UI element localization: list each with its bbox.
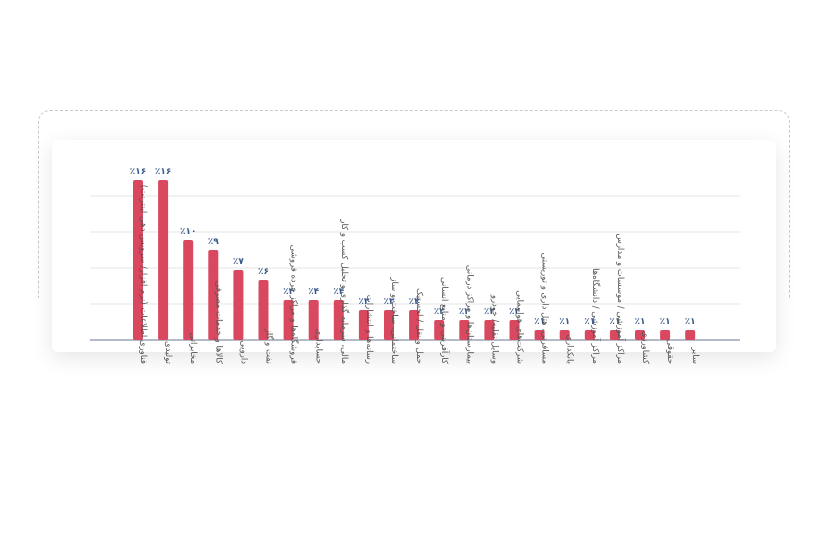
bar: [133, 180, 143, 340]
data-label: ٪۱۰: [180, 227, 196, 237]
data-label: ٪۱: [584, 317, 595, 327]
category-label: حقوقی: [665, 339, 675, 364]
category-label: کشاورزی: [640, 331, 650, 365]
category-label: مسافرتی، هتل داری و توریستی: [540, 253, 550, 364]
category-label: مراکز آموزشی / دانشگاه‌ها: [590, 268, 602, 364]
bar: [609, 330, 620, 340]
data-label: ٪۱: [685, 317, 696, 327]
data-label: ٪۱: [609, 317, 620, 327]
category-label: تولیدی: [163, 341, 173, 365]
bar: [559, 330, 570, 340]
bars: [133, 180, 696, 340]
data-label: ٪۳: [358, 297, 369, 307]
category-label: کارآفرینی و منابع انسانی: [439, 277, 451, 365]
category-label: دارویی: [238, 340, 248, 364]
bar: [434, 320, 445, 340]
bar: [509, 320, 520, 340]
category-label: حسابداری: [314, 329, 324, 364]
data-label: ٪۴: [333, 287, 344, 297]
bar: [358, 310, 369, 340]
data-label: ٪۲: [484, 307, 495, 317]
bar: [685, 330, 696, 340]
category-label: بانکداری: [565, 334, 575, 364]
category-label: بیمارستان‌ها و مراکز درمانی: [464, 265, 474, 364]
category-labels: فناوری اطلاعات (نرم افزار/ سرویس دهی این…: [138, 185, 700, 365]
bar: [283, 300, 294, 340]
data-label: ٪۱: [660, 317, 671, 327]
category-label: فناوری اطلاعات (نرم افزار/ سرویس دهی این…: [138, 185, 148, 364]
category-label: وسایل نقلیه/ خودرو: [489, 294, 499, 364]
data-label: ٪۷: [233, 257, 244, 267]
bar: [384, 310, 394, 340]
bar: [258, 280, 269, 340]
bar: [158, 180, 169, 340]
category-label: مراکز آموزشی / موسسات و مدارس: [615, 233, 627, 364]
data-label: ٪۱: [534, 317, 545, 327]
bar: [409, 310, 420, 340]
data-labels: ٪۱۶ ٪۱۶ ٪۱۰ ٪۹ ٪۷ ٪۶ ٪۴ ٪۴ ٪۴ ٪۳ ٪۳ ٪۳ ٪۲ ٪۲ ٪۲ ٪۲ ٪۱ ٪۱ ٪…: [130, 167, 696, 327]
category-label: مالی، سرمایه گذاری و تحلیل کسب و کار: [339, 218, 350, 364]
data-label: ٪۱: [635, 317, 646, 327]
data-label: ٪۹: [208, 237, 219, 247]
bar: [333, 300, 344, 340]
category-label: ساختمانی، ساخت و ساز: [389, 276, 399, 364]
bar: [584, 330, 595, 340]
bar: [534, 330, 545, 340]
category-label: فروشگاه‌ها و مراکز خرده فروشی: [289, 245, 300, 364]
data-label: ٪۶: [258, 267, 269, 277]
bar: [208, 250, 219, 340]
data-label: ٪۳: [384, 297, 395, 307]
bar: [308, 300, 319, 340]
data-label: ٪۱۶: [130, 167, 146, 177]
bar: [484, 320, 495, 340]
data-label: ٪۳: [409, 297, 420, 307]
category-label: کالاها و خدمات مصرفی: [213, 281, 223, 365]
data-label: ٪۲: [509, 307, 520, 317]
bar: [459, 320, 470, 340]
category-label: رسانه‌ها و انتشارات: [364, 295, 374, 364]
category-label: حمل و نقل / لجستیک: [414, 288, 424, 364]
category-label: مخابراتی: [188, 333, 198, 365]
dashed-frame: [38, 110, 790, 298]
bar: [635, 330, 645, 340]
category-label: سایر: [690, 346, 700, 364]
data-label: ٪۲: [434, 307, 445, 317]
data-label: ٪۱: [559, 317, 570, 327]
bar: [183, 240, 194, 340]
category-label: شرکت‌های هواپیمایی: [515, 290, 525, 364]
data-label: ٪۲: [459, 307, 470, 317]
data-label: ٪۱۶: [155, 167, 171, 177]
data-label: ٪۴: [283, 287, 294, 297]
bar: [660, 330, 671, 340]
category-label: نفت و گاز: [264, 328, 275, 364]
data-label: ٪۴: [308, 287, 319, 297]
bar: [233, 270, 244, 340]
